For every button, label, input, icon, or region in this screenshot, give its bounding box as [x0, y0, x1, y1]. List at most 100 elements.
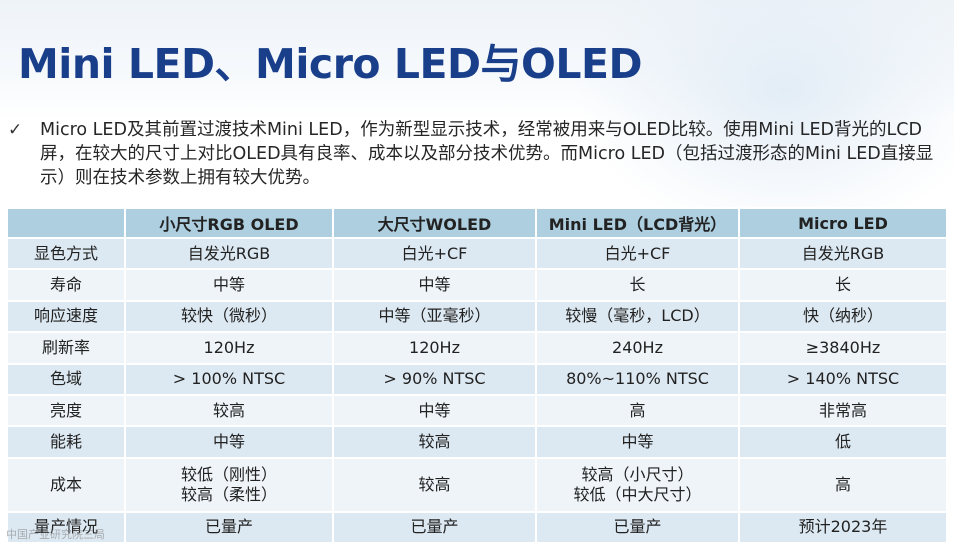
table-row: 寿命 中等 中等 长 长	[6, 268, 948, 302]
table-cell: 中等	[332, 268, 537, 302]
table-row: 显色方式 自发光RGB 白光+CF 白光+CF 自发光RGB	[6, 236, 948, 271]
cell-text: 较高	[418, 432, 451, 452]
row-label: 成本	[6, 456, 126, 513]
table-header-cell: 大尺寸WOLED	[332, 207, 537, 239]
table-body: 显色方式 自发光RGB 白光+CF 白光+CF 自发光RGB 寿命 中等 中等长长响应速度 较快…	[6, 236, 948, 545]
table-cell: 长	[535, 268, 740, 302]
cell-text: 中等	[418, 275, 451, 295]
row-label: 能耗	[6, 425, 126, 459]
table-header-cell: 小尺寸RGB OLED	[124, 207, 334, 239]
table-cell: 120Hz	[124, 331, 334, 365]
row-label: 刷新率	[6, 331, 126, 365]
table-row: 亮度 较高 中等 高 非常高	[6, 393, 948, 428]
cell-text: 中等（亚毫秒）	[378, 306, 491, 326]
cell-text: 中等	[418, 400, 451, 420]
table-cell: 预计2023年	[738, 510, 948, 545]
table-cell: 自发光RGB	[738, 236, 948, 271]
cell-text: 已量产	[410, 517, 459, 537]
table-cell: 高	[738, 456, 948, 513]
row-label: 寿命	[6, 268, 126, 302]
cell-text: 120Hz	[203, 337, 255, 357]
table-cell: > 90% NTSC	[332, 362, 537, 396]
row-label: 显色方式	[6, 236, 126, 271]
table-header-cell: Micro LED	[738, 207, 948, 239]
table-cell: 长	[738, 268, 948, 302]
table-cell: 较高	[332, 425, 537, 459]
cell-text: 非常高	[818, 400, 867, 420]
row-label: 亮度	[6, 393, 126, 428]
table-cell: > 100% NTSC	[124, 362, 334, 396]
table-cell: 已量产	[332, 510, 537, 545]
cell-text: 较低（中大尺寸）	[573, 484, 702, 504]
table-cell: 较低（刚性） 较高（柔性）	[124, 456, 334, 513]
cell-text: 高	[629, 400, 646, 420]
watermark: 中国产业研究院三局	[6, 528, 105, 541]
cell-text: ≥3840Hz	[805, 337, 881, 357]
table-cell: 240Hz	[535, 331, 740, 365]
table-cell: 较高	[124, 393, 334, 428]
cell-text: 120Hz	[409, 337, 460, 357]
table-header-cell	[6, 207, 126, 239]
table-cell: 已量产	[535, 510, 740, 545]
table-cell: 中等	[124, 268, 334, 302]
table-cell: 较快（微秒）	[124, 299, 334, 334]
cell-text: 自发光RGB	[801, 243, 885, 263]
table-row: 色域 > 100% NTSC > 90% NTSC 80%~110% NTSC > 14…	[6, 362, 948, 396]
cell-text: 较慢（毫秒，LCD）	[565, 306, 710, 326]
cell-text: 白光+CF	[401, 243, 468, 263]
row-label: 量产情况	[6, 510, 126, 545]
cell-text: 白光+CF	[604, 243, 671, 263]
table-cell: 较高（小尺寸） 较低（中大尺寸）	[535, 456, 740, 513]
table-cell: 非常高	[738, 393, 948, 428]
cell-text: 预计2023年	[798, 517, 888, 537]
row-label: 色域	[6, 362, 126, 396]
bullet-text: Micro LED及其前置过渡技术Mini LED，作为新型显示技术，经常被用来…	[40, 120, 934, 188]
table-cell: 中等	[332, 393, 537, 428]
table-row: 能耗 中等 较高 中等 低	[6, 425, 948, 459]
cell-text: 较高（柔性）	[180, 484, 277, 504]
cell-text: 中等	[212, 432, 245, 452]
cell-text: 已量产	[613, 517, 662, 537]
table-row: 成本 较低（刚性） 较高（柔性） 较高 较高（小尺寸） 较低（中大尺寸）高	[6, 456, 948, 513]
table-row: 刷新率 120Hz 120Hz 240Hz ≥3840Hz	[6, 331, 948, 365]
cell-text: 较高	[212, 400, 245, 420]
table-cell: 80%~110% NTSC	[535, 362, 740, 396]
table-cell: 较高	[332, 456, 537, 513]
table-row: 响应速度 较快（微秒） 中等（亚毫秒） 较慢（毫秒，LCD） 快（纳秒）	[6, 299, 948, 334]
cell-text: > 100% NTSC	[172, 369, 286, 389]
table-cell: 已量产	[124, 510, 334, 545]
cell-text: 较高（小尺寸）	[581, 464, 694, 484]
table-cell: 自发光RGB	[124, 236, 334, 271]
table-cell: 中等	[124, 425, 334, 459]
table-cell: 120Hz	[332, 331, 537, 365]
table-cell: 快（纳秒）	[738, 299, 948, 334]
table-cell: 低	[738, 425, 948, 459]
cell-text: 中等	[621, 432, 654, 452]
cell-text: 长	[834, 275, 851, 295]
table-cell: 高	[535, 393, 740, 428]
table-cell: ≥3840Hz	[738, 331, 948, 365]
table-cell: 白光+CF	[535, 236, 740, 271]
cell-text: 高	[834, 474, 851, 494]
bullet-paragraph: ✓ Micro LED及其前置过渡技术Mini LED，作为新型显示技术，经常被…	[8, 118, 944, 190]
cell-text: > 140% NTSC	[786, 369, 900, 389]
cell-text: 80%~110% NTSC	[566, 369, 709, 389]
cell-text: 240Hz	[612, 337, 663, 357]
comparison-table: 小尺寸RGB OLED 大尺寸WOLED Mini LED（LCD背光） Mic…	[6, 207, 948, 545]
cell-text: 快（纳秒）	[802, 306, 883, 326]
cell-text: 较低（刚性）	[180, 464, 277, 484]
table-cell: 白光+CF	[332, 236, 537, 271]
cell-text: 较快（微秒）	[180, 306, 277, 326]
table-header-cell: Mini LED（LCD背光）	[535, 207, 740, 239]
row-label: 响应速度	[6, 299, 126, 334]
cell-text: > 90% NTSC	[383, 369, 486, 389]
table-cell: > 140% NTSC	[738, 362, 948, 396]
cell-text: 长	[629, 275, 646, 295]
checkmark-icon: ✓	[8, 120, 23, 140]
table-cell: 中等	[535, 425, 740, 459]
cell-text: 中等	[212, 275, 245, 295]
cell-text: 较高	[418, 474, 451, 494]
cell-text: 低	[834, 432, 851, 452]
cell-text: 自发光RGB	[187, 243, 271, 263]
table-row: 量产情况 已量产 已量产 已量产 预计2023年	[6, 510, 948, 545]
